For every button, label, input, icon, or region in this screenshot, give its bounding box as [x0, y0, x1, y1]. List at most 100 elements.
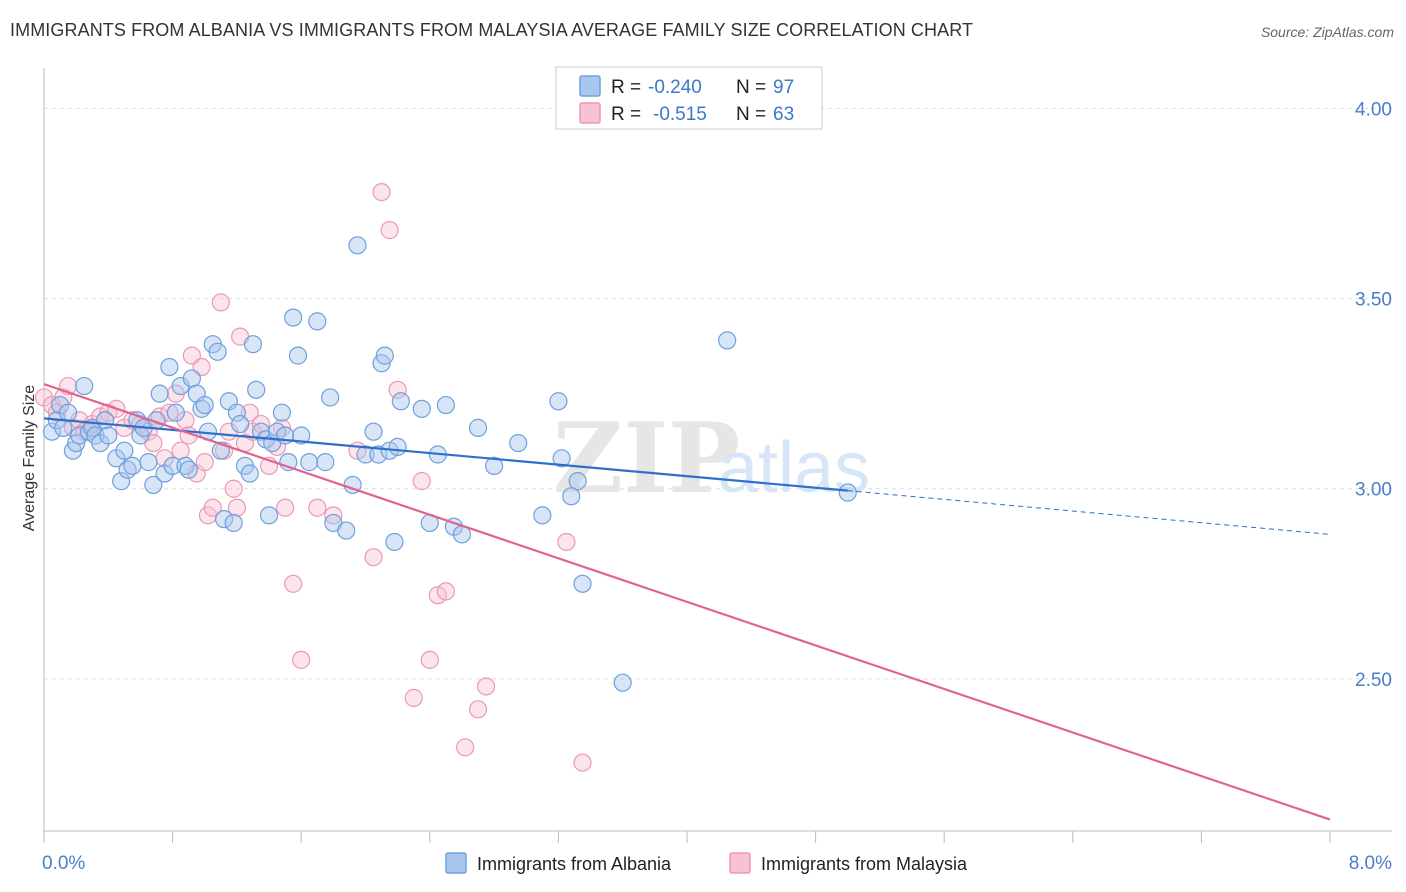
albania-point: [308, 312, 327, 331]
malaysia-point: [364, 548, 383, 567]
albania-point: [166, 403, 185, 422]
albania-point: [214, 510, 234, 529]
albania-point: [838, 483, 857, 502]
legend-albania-n-value: 97: [773, 77, 794, 98]
albania-point: [224, 513, 243, 533]
legend: R = -0.240 N = 97 R = -0.515 N = 63: [555, 66, 823, 130]
x-tick-label: 0.0%: [42, 853, 85, 874]
malaysia-point: [171, 441, 190, 460]
series-albania-points: [42, 236, 857, 692]
albania-point: [231, 414, 250, 434]
albania-point: [364, 422, 383, 441]
albania-point: [348, 236, 367, 255]
malaysia-point: [476, 677, 496, 696]
legend-albania-r-label: R =: [611, 77, 641, 98]
albania-point: [160, 357, 179, 377]
malaysia-point: [211, 293, 230, 312]
albania-point: [284, 308, 303, 327]
legend-albania-r-value: -0.240: [648, 77, 702, 98]
malaysia-point: [292, 650, 311, 669]
albania-point: [144, 475, 163, 495]
malaysia-point: [380, 221, 399, 240]
legend-malaysia-n-label: N =: [736, 104, 766, 125]
albania-point: [436, 395, 455, 415]
albania-point: [99, 426, 118, 445]
malaysia-point: [412, 472, 431, 491]
albania-point: [562, 487, 581, 506]
malaysia-point: [203, 498, 222, 517]
axes: 0.0% 8.0%: [42, 68, 1392, 874]
y-tick-label: 2.50: [1355, 670, 1392, 691]
albania-point: [468, 418, 488, 437]
albania-point: [95, 411, 115, 430]
malaysia-point: [276, 498, 295, 517]
albania-point: [718, 331, 737, 350]
albania-point: [59, 403, 78, 422]
malaysia-point: [176, 411, 195, 430]
albania-point: [385, 532, 404, 552]
malaysia-point: [284, 574, 303, 593]
grid-lines: 2.50 3.00 3.50 4.00: [44, 99, 1392, 691]
legend-swatch-albania: [579, 75, 601, 97]
albania-point: [208, 342, 227, 361]
albania-point: [356, 445, 375, 464]
malaysia-point: [227, 498, 246, 517]
source-credit: Source: ZipAtlas.com: [1260, 24, 1394, 40]
malaysia-point: [324, 506, 343, 525]
albania-point: [568, 472, 587, 491]
trend-lines: [43, 383, 1331, 821]
malaysia-point: [308, 498, 327, 517]
albania-point: [549, 392, 568, 411]
y-tick-label: 4.00: [1355, 99, 1392, 120]
y-tick-label: 3.50: [1355, 290, 1392, 311]
legend-albania-n-label: N =: [736, 77, 766, 98]
malaysia-point: [372, 182, 391, 202]
albania-point: [412, 399, 431, 418]
albania-point: [182, 369, 201, 388]
albania-point: [288, 346, 308, 365]
malaysia-point: [557, 532, 576, 552]
albania-point: [391, 392, 410, 411]
malaysia-point: [388, 380, 407, 399]
legend-malaysia-n-value: 63: [773, 104, 794, 125]
albania-point: [112, 472, 131, 491]
malaysia-point: [456, 738, 475, 757]
albania-point: [375, 346, 394, 365]
albania-point: [75, 376, 94, 396]
legend-malaysia-r-value: -0.515: [653, 104, 707, 125]
albania-point: [123, 456, 142, 476]
x-tick-label: 8.0%: [1349, 853, 1392, 874]
bottom-legend: Immigrants from Albania Immigrants from …: [445, 852, 968, 874]
albania-point: [613, 673, 632, 692]
albania-point: [300, 453, 319, 472]
albania-point: [139, 453, 158, 472]
albania-point: [292, 426, 311, 445]
albania-point: [369, 445, 388, 464]
malaysia-point: [468, 700, 488, 719]
bottom-legend-albania: Immigrants from Albania: [477, 854, 672, 874]
albania-point: [54, 418, 73, 437]
chart-title: IMMIGRANTS FROM ALBANIA VS IMMIGRANTS FR…: [10, 20, 974, 40]
malaysia-point: [195, 453, 214, 472]
malaysia-point: [420, 650, 439, 669]
legend-malaysia-r-label: R =: [611, 104, 641, 125]
watermark-zip: ZIP: [553, 402, 740, 515]
malaysia-point: [436, 582, 455, 601]
albania-point: [485, 456, 504, 476]
malaysia-trend-line: [43, 383, 1331, 821]
albania-trend-extension: [847, 490, 1331, 535]
legend-swatch-malaysia: [579, 102, 601, 124]
watermark-atlas: atlas: [718, 428, 870, 508]
albania-point: [509, 433, 528, 453]
y-axis-label: Average Family Size: [21, 385, 38, 532]
albania-point: [179, 460, 198, 479]
albania-point: [337, 521, 356, 540]
albania-point: [388, 437, 407, 456]
albania-point: [227, 403, 246, 422]
albania-point: [573, 574, 592, 593]
albania-point: [272, 403, 292, 422]
albania-point: [552, 449, 571, 468]
bottom-legend-malaysia: Immigrants from Malaysia: [761, 854, 968, 874]
albania-point: [259, 506, 279, 525]
